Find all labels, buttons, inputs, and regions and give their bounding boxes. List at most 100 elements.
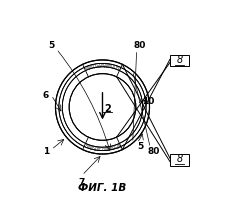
Point: [65, 85, 69, 89]
Point: [72, 137, 76, 140]
Point: [83, 67, 87, 70]
Point: [115, 144, 119, 147]
Point: [144, 101, 147, 105]
Point: [131, 135, 135, 139]
Point: [117, 144, 121, 148]
Point: [85, 67, 89, 70]
Point: [97, 62, 101, 66]
Point: [62, 119, 66, 123]
Point: [90, 63, 94, 67]
Point: [89, 144, 93, 148]
Point: [61, 89, 65, 93]
Point: [87, 146, 90, 150]
Point: [134, 131, 138, 134]
Point: [88, 144, 92, 148]
Point: [116, 67, 120, 71]
Point: [72, 135, 75, 139]
Point: [126, 140, 130, 144]
Point: [90, 65, 93, 68]
Point: [112, 145, 116, 149]
Point: [94, 146, 98, 150]
Point: [137, 86, 141, 90]
Point: [78, 140, 82, 144]
Point: [96, 146, 99, 150]
Point: [95, 63, 98, 67]
Point: [101, 62, 105, 66]
Point: [116, 67, 120, 71]
Point: [135, 79, 139, 82]
Point: [139, 92, 143, 96]
Point: [120, 68, 124, 72]
Point: [111, 146, 114, 150]
Point: [138, 88, 142, 91]
Point: [90, 147, 93, 150]
Point: [141, 101, 144, 104]
Point: [101, 62, 105, 66]
Point: [105, 65, 109, 69]
Point: [89, 65, 93, 69]
Point: [83, 66, 86, 69]
Point: [117, 144, 121, 147]
Point: [92, 148, 96, 151]
Point: [102, 65, 106, 68]
Point: [59, 110, 63, 114]
Point: [136, 130, 139, 134]
Point: [142, 102, 146, 106]
Point: [117, 66, 121, 69]
Point: [59, 111, 63, 115]
Point: [111, 147, 115, 150]
Point: [71, 135, 75, 139]
Point: [144, 111, 147, 114]
Point: [126, 140, 130, 143]
Point: [143, 115, 147, 119]
Point: [119, 145, 122, 148]
Point: [138, 123, 142, 126]
Point: [60, 99, 64, 102]
Point: [79, 142, 83, 146]
Point: [97, 148, 101, 151]
Point: [58, 104, 62, 107]
Point: [67, 130, 71, 133]
Point: [131, 77, 134, 81]
Point: [93, 146, 97, 150]
Point: [120, 67, 124, 70]
Point: [129, 73, 132, 76]
Point: [69, 134, 73, 138]
Point: [102, 148, 106, 152]
Point: [141, 109, 145, 112]
Point: [141, 119, 144, 122]
Point: [78, 69, 82, 72]
Point: [70, 133, 74, 137]
Point: [142, 115, 146, 119]
Point: [70, 75, 74, 79]
Point: [61, 120, 65, 123]
Point: [131, 78, 134, 82]
Point: [75, 137, 79, 141]
Point: [84, 66, 88, 69]
Point: [119, 142, 122, 145]
Point: [78, 69, 81, 72]
Point: [117, 142, 121, 146]
Point: [98, 64, 102, 67]
Point: [96, 149, 100, 152]
Point: [118, 68, 121, 72]
Point: [88, 146, 92, 150]
Point: [57, 106, 61, 110]
Point: [93, 63, 97, 66]
Point: [115, 67, 119, 71]
Point: [89, 146, 93, 149]
Point: [83, 145, 87, 149]
Point: [109, 145, 113, 148]
Point: [61, 88, 65, 92]
Point: [60, 113, 63, 117]
Point: [92, 145, 96, 149]
Point: [81, 68, 85, 71]
Point: [62, 117, 66, 121]
Point: [134, 132, 138, 136]
Point: [67, 131, 71, 134]
Point: [132, 77, 135, 81]
Point: [140, 113, 144, 117]
Point: [134, 79, 138, 82]
Point: [86, 146, 90, 149]
Point: [131, 134, 134, 138]
